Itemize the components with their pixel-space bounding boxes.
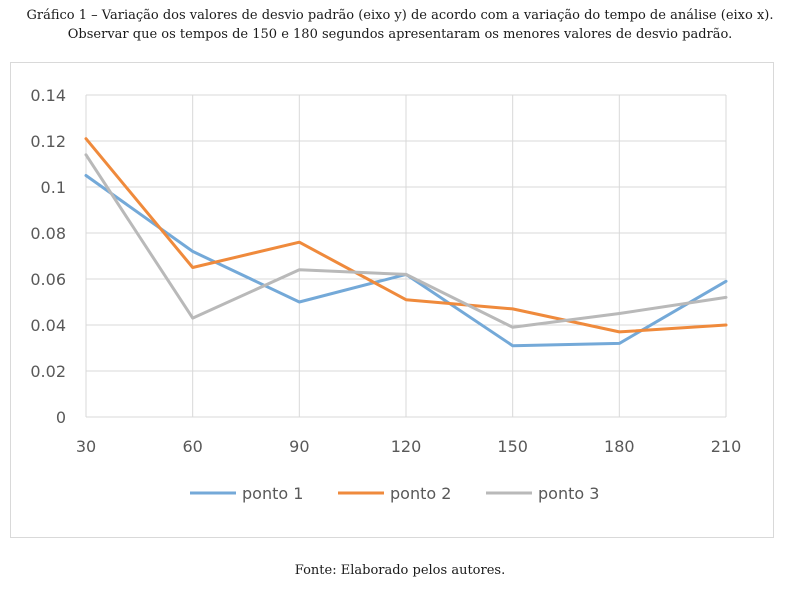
y-tick-label: 0.02 — [30, 362, 66, 381]
y-tick-label: 0 — [56, 408, 66, 427]
caption-line-2: Observar que os tempos de 150 e 180 segu… — [67, 27, 733, 42]
y-tick-label: 0.12 — [30, 132, 66, 151]
y-tick-label: 0.1 — [41, 178, 66, 197]
x-tick-label: 150 — [497, 437, 528, 456]
y-tick-label: 0.04 — [30, 316, 66, 335]
y-tick-label: 0.06 — [30, 270, 66, 289]
x-tick-label: 30 — [76, 437, 96, 456]
y-tick-label: 0.08 — [30, 224, 66, 243]
x-tick-label: 180 — [604, 437, 635, 456]
x-tick-label: 60 — [182, 437, 202, 456]
legend-label: ponto 3 — [538, 484, 599, 503]
x-tick-label: 210 — [711, 437, 742, 456]
x-tick-label: 120 — [391, 437, 422, 456]
figure-source: Fonte: Elaborado pelos autores. — [294, 563, 506, 578]
x-tick-label: 90 — [289, 437, 309, 456]
y-tick-label: 0.14 — [30, 86, 66, 105]
caption-line-1: Gráfico 1 – Variação dos valores de desv… — [26, 8, 774, 23]
legend-label: ponto 1 — [242, 484, 303, 503]
figure-caption: Gráfico 1 – Variação dos valores de desv… — [0, 6, 800, 44]
legend-label: ponto 2 — [390, 484, 451, 503]
